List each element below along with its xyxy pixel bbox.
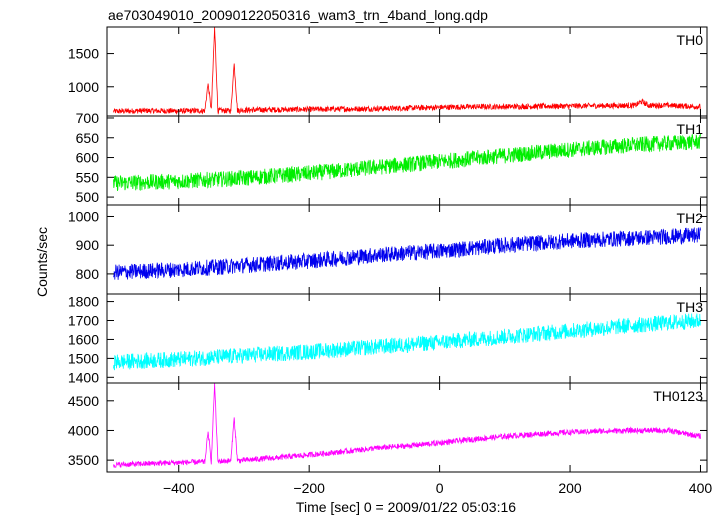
x-tick-label: −400	[163, 480, 195, 496]
y-tick-label: 800	[76, 266, 100, 282]
y-tick-label: 1000	[68, 79, 99, 95]
y-tick-label: 1000	[68, 208, 99, 224]
y-tick-label: 1400	[68, 369, 99, 385]
y-tick-label: 1600	[68, 331, 99, 347]
y-tick-label: 4500	[68, 393, 99, 409]
y-tick-label: 600	[76, 150, 100, 166]
panel-th0: 1000 1500 TH0	[68, 26, 708, 117]
series-label-th1: TH1	[677, 121, 704, 137]
y-tick-label: 1500	[68, 46, 99, 62]
series-line-th3	[113, 313, 701, 371]
y-tick-label: 700	[76, 110, 100, 126]
x-tick-label: 0	[436, 480, 444, 496]
y-tick-label: 900	[76, 237, 100, 253]
y-tick-label: 4000	[68, 422, 99, 438]
series-line-th0123	[113, 382, 701, 469]
y-tick-label: 1700	[68, 313, 99, 329]
series-label-th0: TH0	[677, 32, 704, 48]
y-tick-label: 1800	[68, 294, 99, 310]
series-label-th0123: TH0123	[653, 388, 703, 404]
panels: 1000 1500 TH0 500 550 600 650 700 TH1 800 900 1000 T…	[68, 26, 713, 496]
y-tick-label: 1500	[68, 350, 99, 366]
x-axis-label: Time [sec] 0 = 2009/01/22 05:03:16	[296, 499, 516, 515]
x-tick-label: −200	[293, 480, 325, 496]
y-tick-label: 650	[76, 130, 100, 146]
panel-th1: 500 550 600 650 700 TH1	[76, 110, 708, 206]
panel-th0123: 3500 4000 4500 TH0123	[68, 382, 708, 473]
series-line-th0	[113, 26, 701, 115]
panel-frame	[106, 382, 708, 473]
panel-frame	[106, 293, 708, 384]
y-tick-label: 550	[76, 169, 100, 185]
series-line-th2	[113, 227, 701, 280]
panel-th2: 800 900 1000 TH2	[68, 204, 708, 295]
y-axis-label: Counts/sec	[34, 227, 50, 297]
series-label-th3: TH3	[677, 299, 704, 315]
panel-frame	[106, 26, 708, 117]
panel-th3: 1400 1500 1600 1700 1800 TH3	[68, 293, 708, 385]
x-tick-label: 200	[558, 480, 582, 496]
x-tick-label: 400	[689, 480, 713, 496]
chart-title: ae703049010_20090122050316_wam3_trn_4ban…	[108, 7, 488, 23]
series-label-th2: TH2	[677, 210, 704, 226]
y-tick-label: 500	[76, 189, 100, 205]
series-line-th1	[113, 133, 701, 192]
y-tick-label: 3500	[68, 452, 99, 468]
